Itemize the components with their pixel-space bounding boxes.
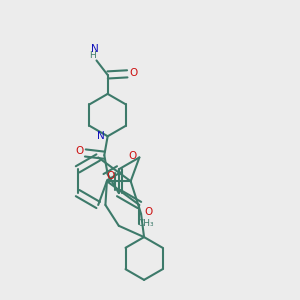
Text: CH₃: CH₃ <box>138 219 154 228</box>
Text: H: H <box>89 51 96 60</box>
Text: N: N <box>91 44 99 54</box>
Text: O: O <box>129 151 137 161</box>
Text: O: O <box>106 171 115 181</box>
Text: O: O <box>75 146 83 157</box>
Text: O: O <box>144 207 153 218</box>
Text: O: O <box>130 68 138 78</box>
Text: N: N <box>97 131 105 141</box>
